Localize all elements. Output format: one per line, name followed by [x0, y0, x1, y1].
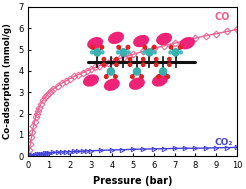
Text: CO: CO	[214, 12, 230, 22]
Circle shape	[94, 49, 101, 56]
Circle shape	[154, 63, 158, 66]
Circle shape	[159, 68, 167, 75]
Circle shape	[168, 57, 171, 61]
Circle shape	[169, 51, 172, 54]
Circle shape	[178, 45, 182, 49]
Circle shape	[131, 75, 134, 78]
Circle shape	[102, 57, 106, 61]
Circle shape	[127, 51, 130, 54]
Ellipse shape	[109, 32, 123, 43]
Circle shape	[172, 49, 179, 56]
Circle shape	[105, 75, 108, 78]
Ellipse shape	[153, 75, 167, 86]
Ellipse shape	[105, 79, 119, 90]
Circle shape	[107, 68, 114, 75]
Circle shape	[128, 63, 132, 66]
Text: CO₂: CO₂	[214, 138, 233, 147]
Circle shape	[153, 51, 156, 54]
Circle shape	[114, 75, 117, 78]
Circle shape	[117, 45, 121, 49]
Circle shape	[179, 51, 182, 54]
Ellipse shape	[180, 38, 194, 49]
Ellipse shape	[134, 36, 148, 46]
Circle shape	[143, 51, 146, 54]
Y-axis label: Co-adsorption (mmol/g): Co-adsorption (mmol/g)	[3, 24, 13, 139]
Circle shape	[168, 63, 171, 66]
Circle shape	[115, 57, 118, 61]
Circle shape	[143, 45, 147, 49]
Circle shape	[157, 75, 160, 78]
Circle shape	[91, 45, 94, 49]
Circle shape	[154, 57, 158, 61]
Circle shape	[141, 63, 145, 66]
Circle shape	[141, 57, 145, 61]
Circle shape	[140, 75, 143, 78]
Circle shape	[146, 49, 153, 56]
Circle shape	[91, 51, 93, 54]
Circle shape	[126, 45, 130, 49]
Circle shape	[115, 63, 118, 66]
Circle shape	[102, 63, 106, 66]
Circle shape	[120, 49, 127, 56]
Circle shape	[100, 45, 104, 49]
Ellipse shape	[88, 38, 102, 49]
Circle shape	[101, 51, 104, 54]
Circle shape	[169, 45, 173, 49]
Circle shape	[166, 75, 169, 78]
Ellipse shape	[84, 75, 98, 86]
Circle shape	[133, 68, 140, 75]
Circle shape	[128, 57, 132, 61]
Ellipse shape	[157, 33, 171, 44]
Circle shape	[152, 45, 156, 49]
Circle shape	[117, 51, 120, 54]
X-axis label: Pressure (bar): Pressure (bar)	[93, 176, 172, 186]
Ellipse shape	[130, 78, 144, 89]
